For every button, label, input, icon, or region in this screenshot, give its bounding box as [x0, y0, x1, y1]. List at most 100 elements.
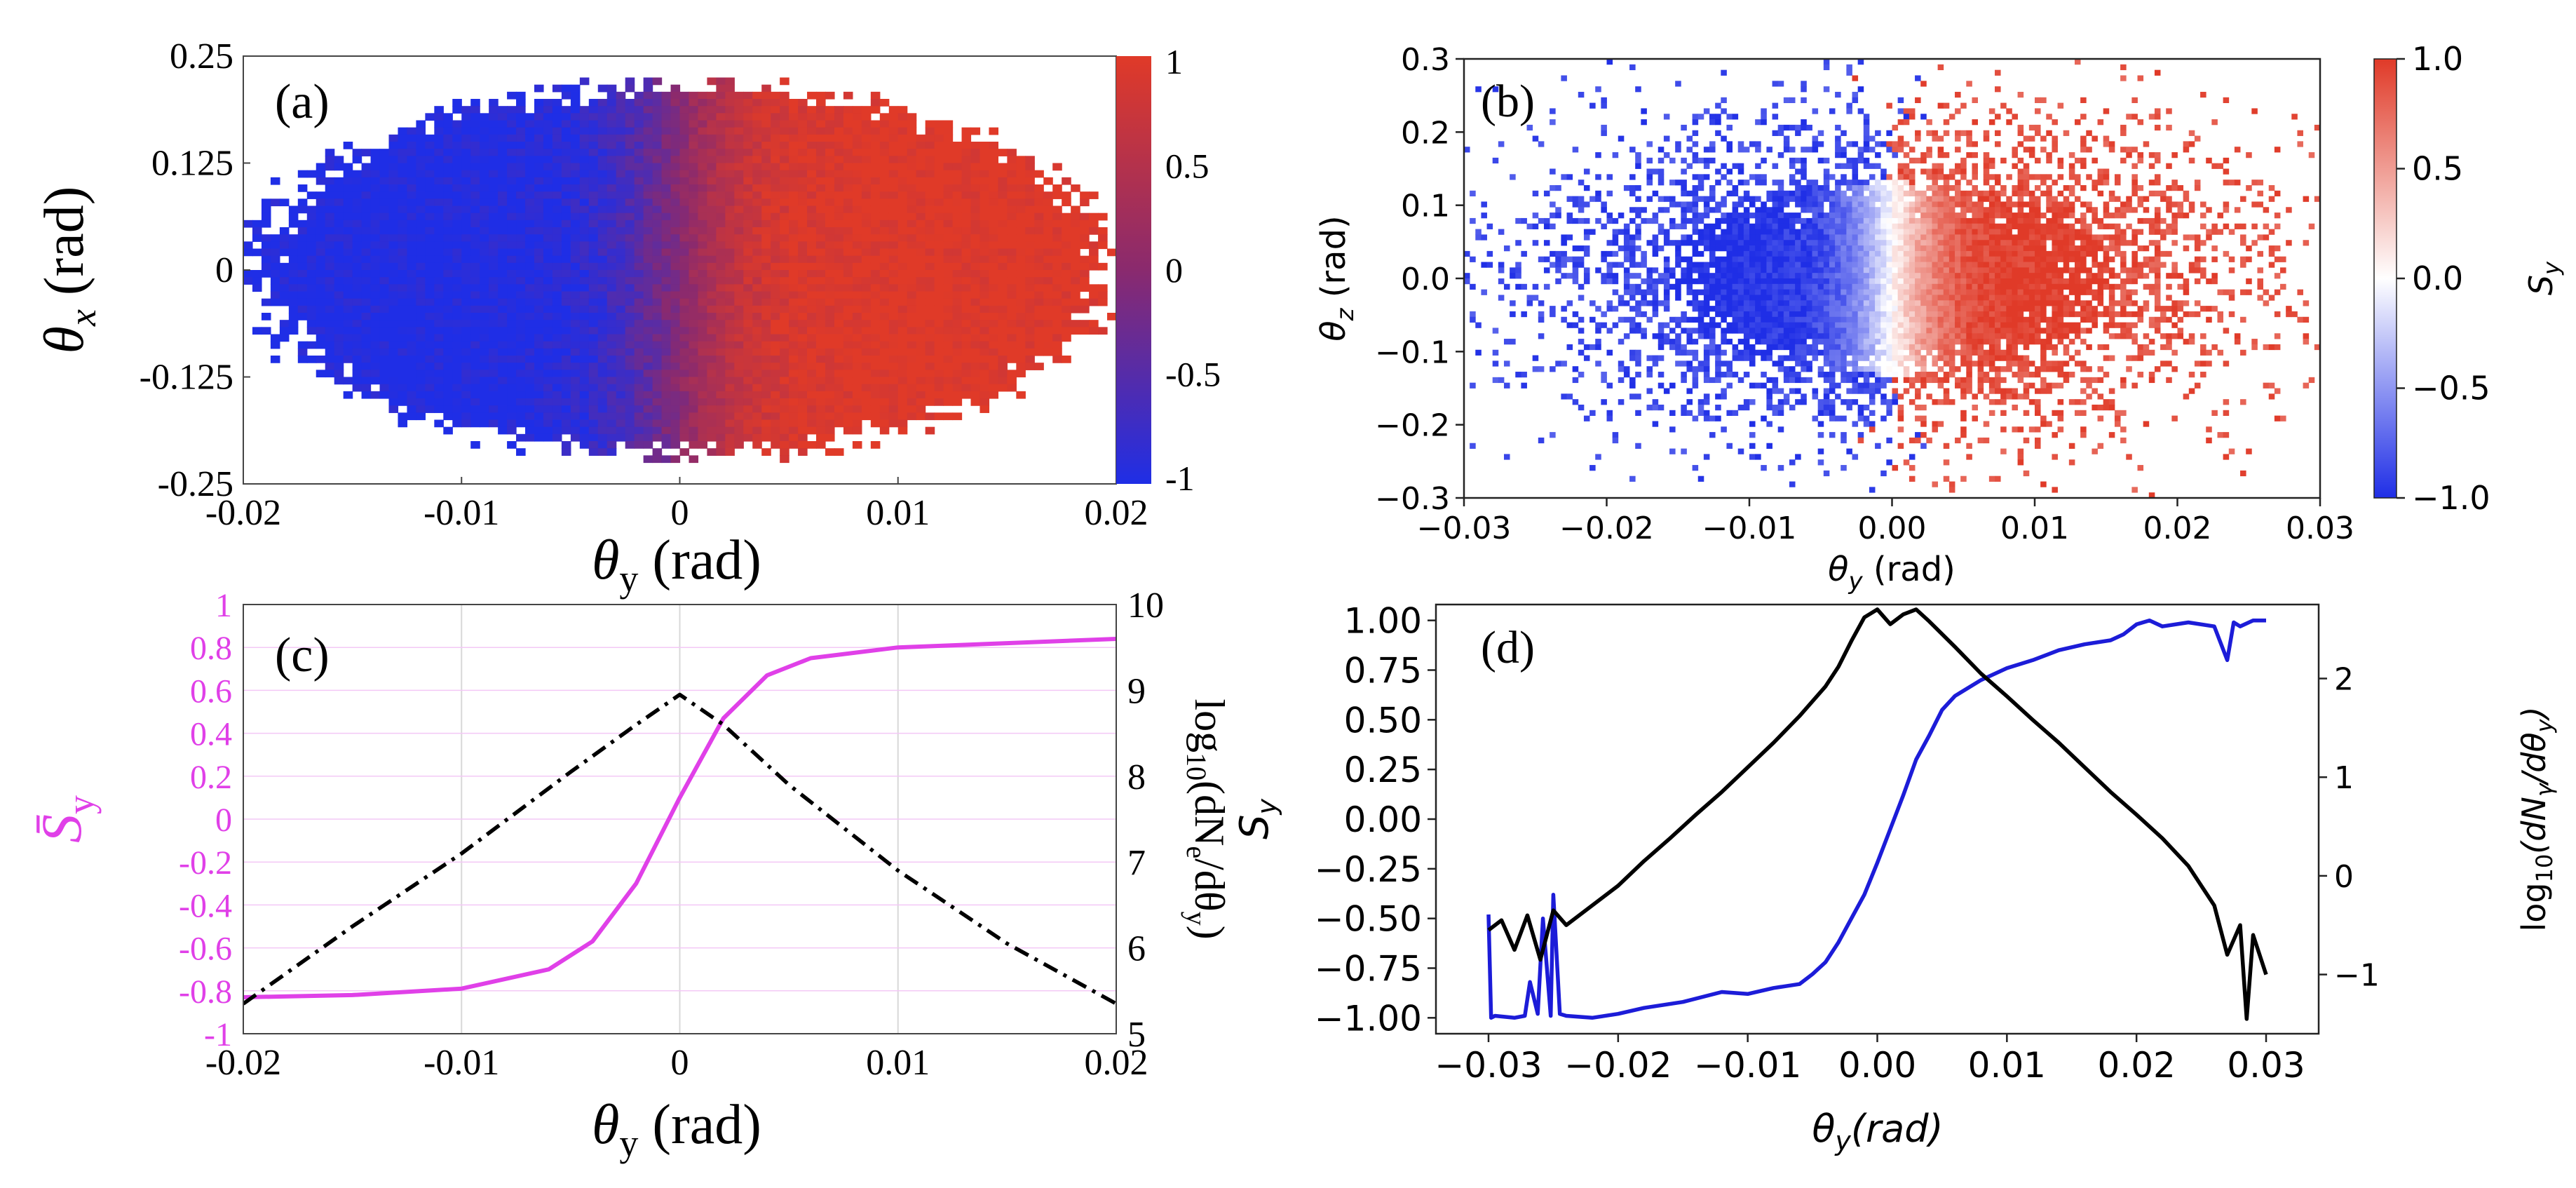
heatmap-cell — [480, 277, 489, 285]
heatmap-cell — [325, 212, 335, 221]
heatmap-cell — [1550, 223, 1556, 229]
heatmap-cell — [606, 270, 617, 278]
heatmap-cell — [1703, 229, 1710, 235]
heatmap-cell — [1034, 255, 1044, 264]
heatmap-cell — [1721, 174, 1727, 180]
colorbar-tick-label: -0.5 — [1165, 355, 1221, 394]
heatmap-cell — [1749, 273, 1756, 279]
heatmap-cell — [734, 163, 744, 171]
heatmap-cell — [816, 320, 826, 328]
heatmap-cell — [470, 291, 480, 299]
heatmap-cell — [534, 127, 544, 135]
heatmap-cell — [1709, 250, 1716, 257]
heatmap-cell — [1749, 322, 1756, 328]
heatmap-cell — [570, 163, 581, 171]
heatmap-cell — [279, 334, 290, 342]
heatmap-cell — [1016, 156, 1026, 164]
heatmap-cell — [452, 212, 462, 221]
heatmap-cell — [998, 341, 1008, 349]
heatmap-cell — [1726, 283, 1733, 290]
heatmap-cell — [870, 212, 881, 221]
heatmap-cell — [1025, 255, 1035, 264]
heatmap-cell — [616, 198, 626, 207]
heatmap-cell — [1703, 333, 1710, 339]
heatmap-cell — [670, 433, 681, 442]
heatmap-cell — [1675, 245, 1681, 252]
heatmap-cell — [679, 391, 690, 399]
heatmap-cell — [1692, 339, 1699, 345]
heatmap-cell — [1715, 217, 1721, 224]
heatmap-cell — [1595, 344, 1601, 351]
heatmap-cell — [1635, 443, 1641, 449]
heatmap-cell — [897, 377, 908, 385]
heatmap-cell — [1743, 283, 1750, 290]
heatmap-cell — [552, 120, 562, 128]
heatmap-cell — [443, 149, 453, 156]
heatmap-cell — [588, 298, 599, 306]
heatmap-cell — [1737, 377, 1744, 384]
heatmap-cell — [534, 170, 544, 178]
heatmap-cell — [907, 227, 917, 235]
heatmap-cell — [352, 241, 362, 250]
heatmap-cell — [780, 391, 789, 399]
heatmap-cell — [1652, 421, 1659, 427]
heatmap-cell — [1692, 141, 1699, 147]
heatmap-cell — [725, 149, 735, 156]
heatmap-cell — [498, 334, 508, 342]
heatmap-cell — [807, 441, 817, 449]
heatmap-cell — [543, 291, 553, 299]
heatmap-cell — [652, 334, 663, 342]
heatmap-cell — [434, 262, 444, 271]
heatmap-cell — [370, 212, 381, 221]
heatmap-cell — [1578, 349, 1585, 356]
heatmap-cell — [597, 163, 608, 171]
heatmap-cell — [1755, 316, 1761, 323]
heatmap-cell — [334, 205, 344, 214]
heatmap-cell — [943, 277, 954, 285]
heatmap-cell — [1761, 349, 1767, 356]
heatmap-cell — [1561, 262, 1567, 268]
heatmap-cell — [434, 212, 444, 221]
heatmap-cell — [370, 284, 381, 292]
heatmap-cell — [525, 120, 535, 128]
heatmap-cell — [470, 220, 480, 228]
heatmap-cell — [1635, 410, 1641, 417]
heatmap-cell — [1709, 344, 1716, 351]
heatmap-cell — [707, 320, 717, 328]
heatmap-cell — [1526, 124, 1533, 131]
heatmap-cell — [643, 84, 653, 93]
heatmap-cell — [807, 120, 817, 128]
heatmap-cell — [498, 198, 508, 207]
heatmap-cell — [1743, 278, 1750, 285]
heatmap-cell — [452, 170, 462, 178]
heatmap-cell — [1043, 305, 1053, 313]
heatmap-cell — [1709, 240, 1716, 246]
heatmap-cell — [979, 220, 990, 228]
heatmap-cell — [689, 91, 699, 100]
heatmap-cell — [498, 370, 508, 378]
heatmap-cell — [570, 298, 581, 306]
heatmap-cell — [816, 341, 826, 349]
heatmap-cell — [579, 227, 590, 235]
heatmap-cell — [398, 377, 408, 385]
heatmap-cell — [1532, 212, 1539, 219]
heatmap-cell — [1007, 205, 1017, 214]
heatmap-cell — [1743, 349, 1750, 356]
heatmap-cell — [561, 191, 571, 199]
heatmap-cell — [1726, 322, 1733, 328]
heatmap-cell — [725, 142, 735, 149]
heatmap-cell — [597, 106, 608, 114]
heatmap-cell — [734, 291, 744, 299]
heatmap-cell — [1783, 135, 1790, 142]
heatmap-cell — [934, 156, 944, 164]
heatmap-cell — [352, 370, 362, 378]
heatmap-cell — [698, 370, 708, 378]
heatmap-cell — [470, 305, 480, 313]
heatmap-cell — [661, 177, 672, 185]
heatmap-cell — [743, 241, 753, 250]
heatmap-cell — [470, 391, 480, 399]
heatmap-cell — [1732, 322, 1739, 328]
heatmap-cell — [943, 142, 954, 149]
heatmap-cell — [516, 277, 526, 285]
heatmap-cell — [1692, 262, 1699, 268]
